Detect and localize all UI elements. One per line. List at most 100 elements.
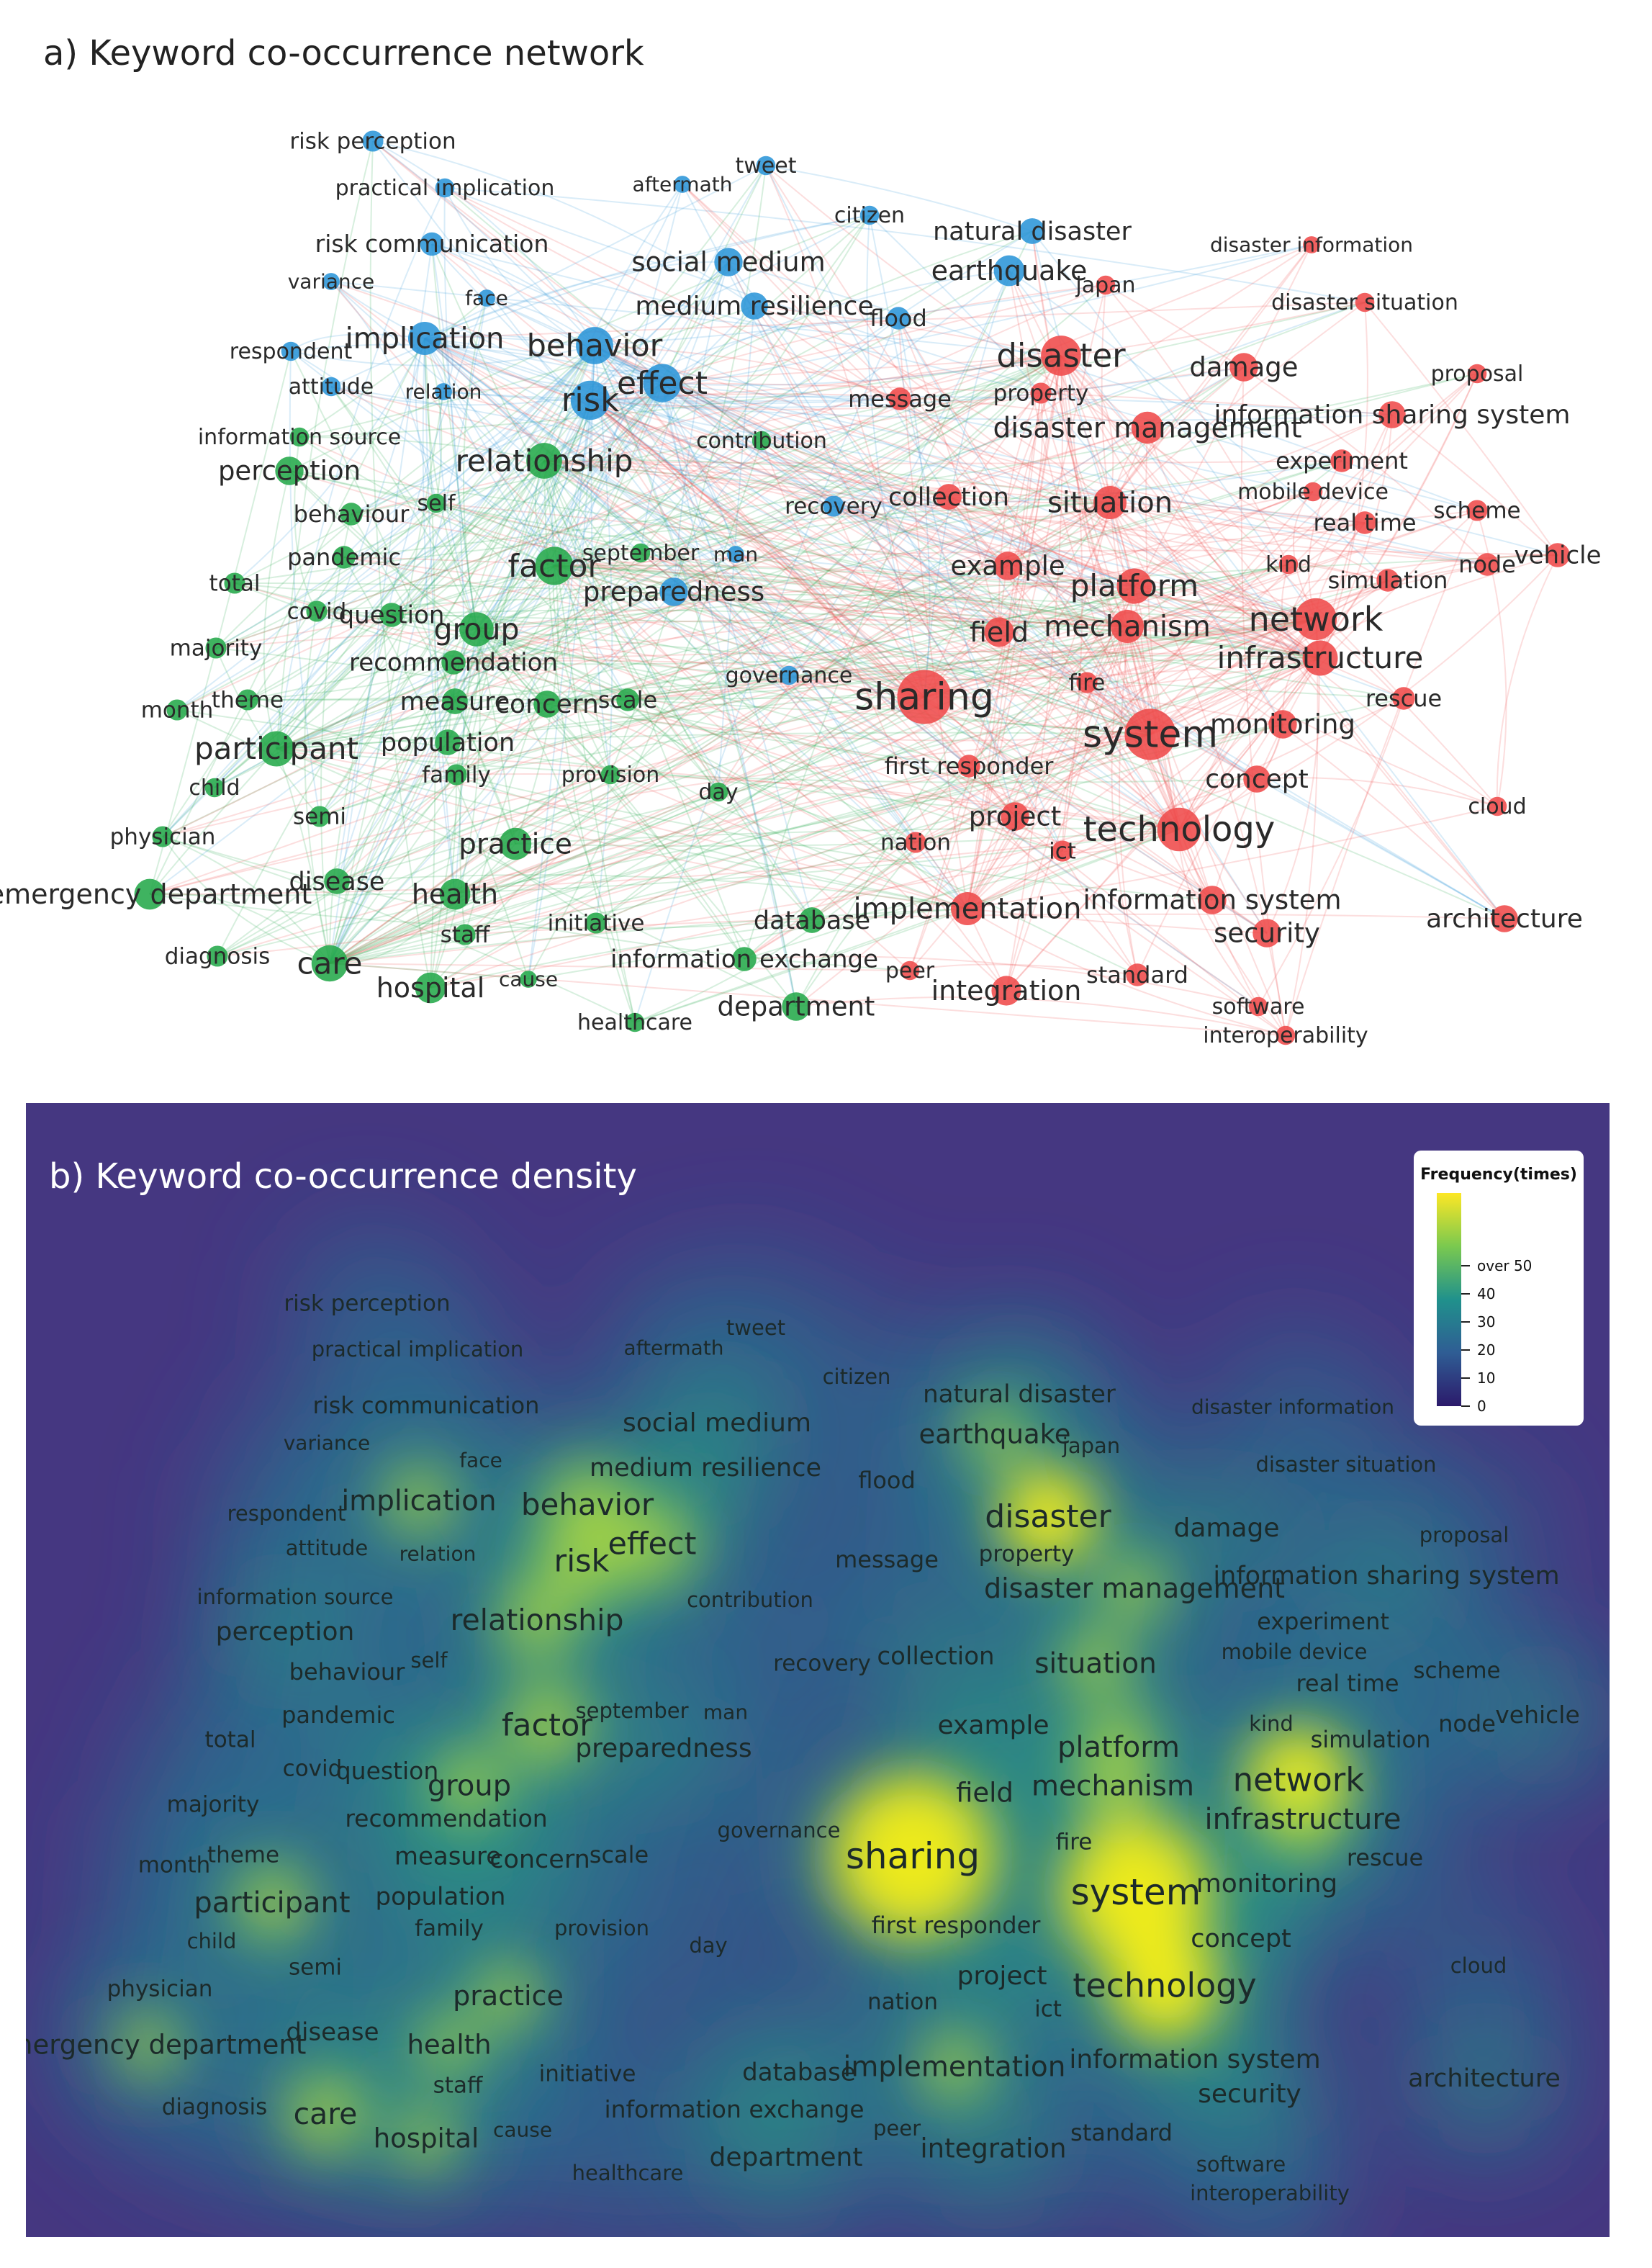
network-edge <box>319 398 901 817</box>
label-information-source: information source <box>198 425 401 450</box>
network-edge <box>215 345 595 649</box>
node-practical-implication <box>435 178 455 198</box>
network-panel: a) Keyword co-occurrence network risk pe… <box>0 33 1602 1048</box>
network-edge <box>289 470 736 555</box>
network-edge <box>454 284 1106 895</box>
network-edge <box>948 496 1111 504</box>
heat-core-effect <box>608 1499 697 1588</box>
network-edge <box>424 338 790 676</box>
network-edge <box>543 460 1180 830</box>
network-edge <box>343 557 529 980</box>
network-edge <box>1150 554 1558 735</box>
network-edge <box>543 382 663 462</box>
network-edge <box>673 261 729 593</box>
node-effect <box>643 364 682 402</box>
density-label-nation: nation <box>867 1989 938 2015</box>
network-edge <box>744 618 1317 960</box>
network-edge <box>1060 355 1083 852</box>
network-edge <box>330 281 591 401</box>
node-implication <box>407 321 442 356</box>
node-diagnosis <box>207 945 228 967</box>
label-technology: technology <box>1083 809 1276 850</box>
node-medium-resilience <box>741 292 768 320</box>
network-edge <box>464 165 767 935</box>
network-edge <box>290 333 425 352</box>
network-edge <box>149 829 1180 896</box>
network-edge <box>1127 626 1213 901</box>
network-edge <box>149 564 1488 895</box>
network-edge <box>444 187 1111 503</box>
network-edge <box>290 351 555 567</box>
network-edge <box>735 554 1135 588</box>
label-damage: damage <box>1189 351 1298 382</box>
label-platform: platform <box>1070 568 1199 603</box>
network-edge <box>967 908 1286 1036</box>
network-edge <box>454 382 663 702</box>
network-edge <box>330 386 548 705</box>
network-edge <box>728 261 1000 633</box>
network-edge <box>909 963 1138 976</box>
density-label-standard: standard <box>1070 2119 1173 2146</box>
network-edge <box>1127 618 1317 636</box>
network-edge <box>234 502 1111 584</box>
node-behavior <box>576 327 613 364</box>
label-theme: theme <box>212 688 284 714</box>
heat-base-healthcare <box>544 2089 711 2237</box>
node-vehicle <box>1545 543 1570 567</box>
node-rescue <box>1392 687 1415 710</box>
node-information-system <box>1198 886 1227 914</box>
network-edge <box>464 657 1321 935</box>
network-edge <box>627 618 1317 701</box>
heat-core-disaster <box>999 1467 1097 1565</box>
network-edge <box>372 140 595 346</box>
network-edge <box>662 382 813 921</box>
network-edge <box>430 908 968 989</box>
network-edge <box>453 650 1321 663</box>
label-recovery: recovery <box>785 494 883 520</box>
node-practice <box>499 827 532 860</box>
density-label-flood: flood <box>858 1467 916 1494</box>
network-edge <box>1007 565 1151 735</box>
label-day: day <box>698 780 738 805</box>
network-edge <box>424 165 767 339</box>
network-title: a) Keyword co-occurrence network <box>43 33 644 73</box>
network-edge <box>754 305 1180 830</box>
node-mobile-device <box>1303 482 1323 502</box>
node-mechanism <box>1110 609 1145 644</box>
network-edge <box>543 460 925 698</box>
label-measure: measure <box>400 688 510 716</box>
network-edge <box>329 366 1245 964</box>
density-label-respondent: respondent <box>227 1501 346 1526</box>
node-health <box>439 878 471 910</box>
network-edge <box>476 400 591 630</box>
network-edge <box>299 305 755 438</box>
heat-base-interoperability <box>1186 2110 1353 2237</box>
network-edge <box>424 338 1505 919</box>
density-label-day: day <box>689 1933 727 1958</box>
network-edge <box>431 243 1317 620</box>
network-edge <box>289 470 797 1007</box>
label-recommendation: recommendation <box>349 648 558 677</box>
network-edge <box>811 734 1151 921</box>
density-label-architecture: architecture <box>1408 2064 1561 2093</box>
network-edge <box>1127 626 1286 1036</box>
network-edge <box>476 629 745 960</box>
network-edge <box>1007 392 1043 567</box>
network-edge <box>343 400 591 558</box>
network-edge <box>415 338 437 504</box>
label-provision: provision <box>561 762 660 788</box>
network-edge <box>214 565 555 788</box>
node-information-exchange <box>732 947 757 971</box>
legend-tick-label: 30 <box>1477 1313 1495 1331</box>
network-edge <box>1006 618 1317 991</box>
network-edge <box>431 243 465 895</box>
network-edge <box>391 345 595 616</box>
node-real-time <box>1353 511 1376 534</box>
network-edge <box>214 261 729 788</box>
network-edge <box>424 338 1268 934</box>
density-label-cloud: cloud <box>1450 1953 1507 1978</box>
label-concern: concern <box>495 690 599 719</box>
network-edge <box>1178 373 1478 830</box>
network-edge <box>316 230 1033 612</box>
network-edge <box>330 382 663 406</box>
